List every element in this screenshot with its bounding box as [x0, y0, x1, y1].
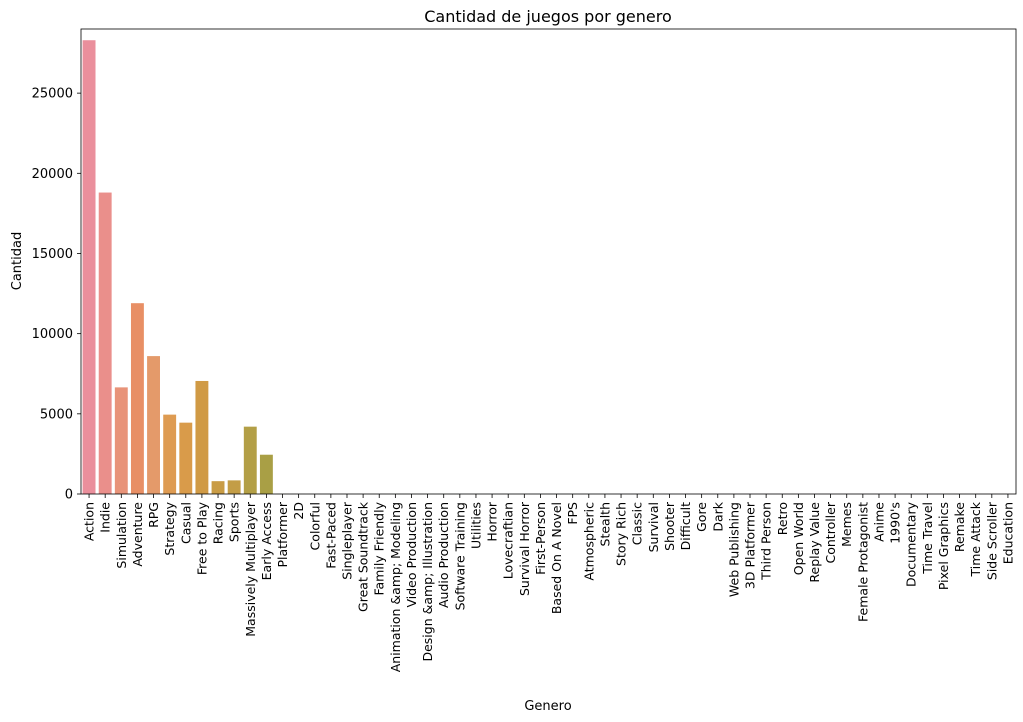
- bars-group: [82, 40, 1015, 495]
- x-tick-label-11: Early Access: [259, 502, 274, 580]
- x-tick-label-5: Strategy: [162, 501, 177, 555]
- x-tick-label-3: Adventure: [130, 502, 145, 567]
- x-tick-label-56: Side Scroller: [984, 501, 999, 580]
- x-tick-label-53: Pixel Graphics: [936, 502, 951, 590]
- x-tick-label-6: Casual: [178, 502, 193, 544]
- x-tick-label-20: Video Production: [404, 502, 419, 608]
- x-tick-label-48: Female Protagonist: [855, 502, 870, 622]
- bar-3: [130, 303, 144, 494]
- bar-2: [114, 387, 128, 494]
- x-tick-label-15: Fast-Paced: [323, 502, 338, 569]
- x-axis: Action Indie Simulation Adventure RPG Strateg…: [82, 494, 1015, 672]
- y-tick-label-5: 25000: [32, 87, 73, 102]
- bar-5: [163, 414, 177, 494]
- x-tick-label-7: Free to Play: [194, 501, 209, 575]
- x-tick-label-39: Dark: [710, 501, 725, 531]
- x-tick-label-19: Animation &amp; Modeling: [388, 502, 403, 672]
- y-tick-label-2: 10000: [32, 327, 73, 342]
- x-tick-label-54: Remake: [952, 502, 967, 552]
- y-tick-label-0: 0: [65, 488, 73, 503]
- bar-8: [211, 481, 225, 494]
- chart-title: Cantidad de juegos por genero: [424, 7, 672, 26]
- x-tick-label-41: 3D Platformer: [743, 501, 758, 589]
- x-tick-label-12: Platformer: [275, 501, 290, 567]
- bar-9: [227, 480, 241, 494]
- x-tick-label-44: Open World: [791, 502, 806, 575]
- x-tick-label-22: Audio Production: [436, 502, 451, 608]
- x-tick-label-27: Survival Horror: [517, 501, 532, 596]
- x-tick-label-50: 1990's: [888, 502, 903, 544]
- y-tick-label-1: 5000: [40, 407, 73, 422]
- x-tick-label-13: 2D: [291, 502, 306, 520]
- bar-4: [147, 356, 160, 494]
- x-tick-label-28: First-Person: [533, 502, 548, 575]
- x-tick-label-36: Shooter: [662, 501, 677, 551]
- x-tick-label-0: Action: [82, 502, 97, 541]
- x-tick-label-42: Third Person: [759, 502, 774, 581]
- x-tick-label-23: Software Training: [452, 502, 467, 610]
- bar-0: [82, 40, 96, 494]
- x-tick-label-32: Stealth: [597, 502, 612, 546]
- x-tick-label-33: Story Rich: [614, 502, 629, 566]
- x-tick-label-4: RPG: [146, 502, 161, 528]
- x-tick-label-57: Education: [1000, 502, 1015, 564]
- x-tick-label-38: Gore: [694, 502, 709, 532]
- y-tick-label-3: 15000: [32, 247, 73, 262]
- bar-1: [98, 192, 112, 495]
- x-tick-label-16: Singleplayer: [339, 501, 354, 580]
- x-tick-label-35: Survival: [646, 502, 661, 552]
- x-tick-label-52: Time Travel: [920, 502, 935, 575]
- x-tick-label-14: Colorful: [307, 502, 322, 550]
- x-tick-label-37: Difficult: [678, 502, 693, 550]
- y-axis: 0 5000 10000 15000 20000 25000: [32, 87, 81, 503]
- x-tick-label-18: Family Friendly: [372, 501, 387, 595]
- y-tick-label-4: 20000: [32, 167, 73, 182]
- bar-10: [243, 426, 257, 494]
- x-tick-label-2: Simulation: [114, 502, 129, 569]
- x-tick-label-45: Replay Value: [807, 502, 822, 583]
- x-tick-label-55: Time Attack: [968, 501, 983, 577]
- x-tick-label-46: Controller: [823, 501, 838, 563]
- x-tick-label-26: Lovecraftian: [501, 502, 516, 579]
- x-tick-label-17: Great Soundtrack: [356, 501, 371, 612]
- x-tick-label-29: Based On A Novel: [549, 502, 564, 614]
- x-tick-label-8: Racing: [211, 502, 226, 544]
- x-tick-label-21: Design &amp; Illustration: [420, 502, 435, 662]
- bar-6: [179, 422, 193, 494]
- bar-11: [259, 454, 273, 494]
- x-axis-label: Genero: [524, 699, 571, 714]
- x-tick-label-1: Indie: [98, 502, 113, 533]
- x-tick-label-25: Horror: [485, 501, 500, 541]
- x-tick-label-31: Atmospheric: [581, 502, 596, 581]
- plot-frame: [80, 28, 1017, 495]
- x-tick-label-30: FPS: [565, 502, 580, 525]
- bar-7: [195, 380, 209, 494]
- x-tick-label-43: Retro: [775, 502, 790, 535]
- x-tick-label-47: Memes: [839, 502, 854, 547]
- x-tick-label-24: Utilities: [468, 502, 483, 549]
- x-tick-label-34: Classic: [630, 502, 645, 545]
- y-axis-label: Cantidad: [10, 232, 25, 290]
- x-tick-label-10: Massively Multiplayer: [243, 501, 258, 637]
- x-tick-label-40: Web Publishing: [726, 502, 741, 597]
- x-tick-label-9: Sports: [227, 502, 242, 542]
- x-tick-label-49: Anime: [871, 502, 886, 542]
- x-tick-label-51: Documentary: [904, 501, 919, 587]
